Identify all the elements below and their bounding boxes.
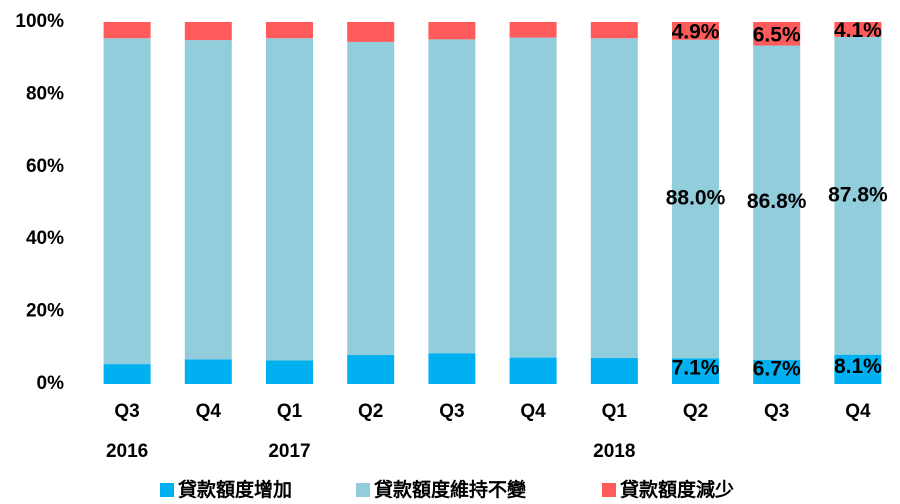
y-tick-label: 60% (26, 156, 64, 177)
legend-swatch (160, 483, 174, 497)
y-tick-label: 40% (26, 228, 64, 249)
bar-segment (834, 36, 882, 355)
bar-segment (428, 39, 476, 354)
legend-label: 貸款額度減少 (619, 478, 734, 501)
bar-segment (184, 22, 232, 41)
x-tick-label: Q2 (358, 401, 383, 422)
bar-segment (753, 22, 801, 46)
bar-segment (347, 22, 395, 42)
x-tick-label: Q3 (764, 401, 789, 422)
data-label: 8.1% (834, 355, 882, 378)
data-label: 87.8% (828, 183, 888, 206)
bar-segment (428, 22, 476, 40)
y-tick-label: 20% (26, 301, 64, 322)
bar-segment (672, 39, 719, 359)
bar-segment (266, 38, 313, 361)
data-label: 6.7% (753, 357, 801, 380)
data-label: 4.1% (834, 19, 882, 42)
x-tick-label: Q3 (439, 401, 464, 422)
x-tick-label: Q4 (520, 401, 546, 422)
y-tick-label: 100% (15, 11, 64, 32)
data-label: 86.8% (747, 190, 807, 213)
bar-segment (509, 22, 557, 38)
bar-segment (266, 360, 313, 384)
y-tick-label: 80% (26, 83, 64, 104)
legend-label: 貸款額度維持不變 (373, 478, 527, 501)
bar-segment (834, 354, 882, 384)
bar-segment (184, 40, 232, 360)
bar-segment (753, 359, 801, 384)
bar-segment (672, 22, 719, 40)
bar-segment (753, 45, 801, 360)
bar-segment (428, 353, 476, 384)
bar-segment (509, 357, 557, 384)
bar-segment (347, 41, 395, 356)
legend-swatch (356, 483, 370, 497)
bar-segment (103, 38, 151, 365)
bar-segment (266, 22, 313, 39)
x-tick-label: Q1 (602, 401, 628, 422)
bar-segment (834, 22, 882, 37)
bar-segment (103, 364, 151, 384)
y-tick-label: 0% (37, 373, 65, 394)
bar-segment (672, 358, 719, 384)
x-tick-label: Q2 (683, 401, 708, 422)
bar-segment (103, 22, 151, 39)
x-tick-label: Q4 (845, 401, 871, 422)
x-group-label: 2018 (593, 441, 635, 462)
bar-segment (509, 37, 557, 358)
bar-segment (590, 22, 638, 39)
bar-segment (590, 38, 638, 358)
bar-segment (590, 357, 638, 384)
data-label: 88.0% (666, 187, 726, 210)
data-label: 6.5% (753, 23, 801, 46)
bar-segment (347, 355, 395, 384)
x-tick-label: Q4 (196, 401, 222, 422)
legend-label: 貸款額度增加 (177, 478, 292, 501)
x-group-label: 2017 (268, 441, 310, 462)
x-group-label: 2016 (106, 441, 148, 462)
x-tick-label: Q3 (114, 401, 139, 422)
data-label: 7.1% (672, 357, 720, 380)
legend-swatch (602, 483, 616, 497)
data-label: 4.9% (672, 20, 720, 43)
x-tick-label: Q1 (277, 401, 303, 422)
bar-segment (184, 359, 232, 384)
